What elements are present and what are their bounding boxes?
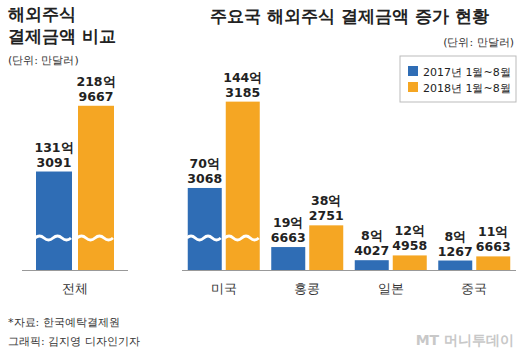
source: *자료: 한국예탁결제원 — [8, 316, 120, 329]
bar — [226, 102, 260, 270]
axis-break — [187, 236, 221, 240]
data-label: 218억9667 — [76, 74, 115, 104]
data-label: 70억3068 — [187, 156, 222, 186]
bars — [35, 106, 114, 270]
data-label-line: 12억 — [395, 223, 425, 238]
title: 해외주식 — [8, 4, 76, 24]
bar — [393, 255, 427, 270]
data-label: 11억6663 — [476, 224, 511, 254]
data-label-line: 3091 — [37, 155, 72, 170]
legend-label: 2018년 1월~8월 — [423, 82, 511, 95]
data-label: 38억2751 — [309, 193, 344, 223]
data-label-line: 9667 — [79, 89, 114, 104]
data-label-line: 8억 — [361, 228, 383, 243]
data-label-line: 6663 — [271, 230, 306, 245]
bar — [476, 256, 510, 270]
data-label-line: 11억 — [478, 224, 508, 239]
data-label-line: 131억 — [34, 140, 73, 155]
legend-label: 2017년 1월~8월 — [423, 66, 511, 79]
legend-swatch — [408, 66, 418, 76]
axis-break — [77, 236, 113, 240]
data-label: 19억6663 — [271, 215, 306, 245]
bar — [78, 106, 114, 270]
data-label-line: 2751 — [309, 208, 344, 223]
legend-swatch — [408, 82, 418, 92]
data-label-line: 6663 — [476, 239, 511, 254]
bar — [36, 172, 72, 270]
data-label-line: 144억 — [223, 70, 262, 85]
data-label: 144억3185 — [223, 70, 262, 100]
baseline — [182, 270, 516, 271]
data-label-line: 19억 — [273, 215, 303, 230]
axis-break — [225, 236, 259, 240]
bar — [438, 261, 472, 270]
chart-panel: 해외주식결제금액 비교 (단위: 만달러) 131억3091 218억9667 전체 — [8, 4, 128, 296]
data-label-line: 218억 — [76, 74, 115, 89]
bar — [188, 188, 222, 270]
data-label: 8억4027 — [354, 228, 389, 258]
category-label: 전체 — [62, 281, 88, 296]
legend-box — [400, 56, 516, 102]
watermark: MT 머니투데이 — [416, 332, 514, 348]
data-label: 131억3091 — [34, 140, 73, 170]
title: 결제금액 비교 — [8, 26, 116, 46]
data-label-line: 3185 — [225, 85, 260, 100]
data-label-line: 3068 — [187, 171, 222, 186]
data-label: 8억1267 — [438, 229, 473, 259]
category-label: 홍콩 — [294, 281, 320, 296]
data-label-line: 70억 — [190, 156, 220, 171]
axis-break — [35, 236, 71, 240]
chart-root: 해외주식결제금액 비교 (단위: 만달러) 131억3091 218억9667 전체 주요… — [0, 0, 520, 359]
data-labels: 131억3091 218억9667 — [34, 74, 115, 170]
data-label-line: 8억 — [444, 229, 466, 244]
data-label-line: 38억 — [311, 193, 341, 208]
bar — [309, 225, 343, 270]
bars — [187, 102, 511, 270]
category-label: 중국 — [461, 281, 487, 296]
data-label-line: 4027 — [354, 243, 389, 258]
category-label: 일본 — [378, 281, 404, 296]
baseline — [22, 270, 128, 271]
legend: 2017년 1월~8월 2018년 1월~8월 — [400, 56, 516, 102]
bar — [355, 260, 389, 270]
subtitle: (단위: 만달러) — [8, 54, 79, 67]
data-label-line: 4958 — [392, 238, 427, 253]
category-label: 미국 — [211, 281, 237, 296]
subtitle: (단위: 만달러) — [443, 36, 514, 49]
data-label-line: 1267 — [438, 244, 473, 259]
data-label: 12억4958 — [392, 223, 427, 253]
bar — [271, 247, 305, 270]
credit: 그래픽: 김지영 디자인기자 — [8, 335, 140, 348]
chart-panel: 주요국 해외주식 결제금액 증가 현황(단위: 만달러)70억3068144억3… — [182, 6, 516, 296]
title: 주요국 해외주식 결제금액 증가 현황 — [210, 6, 489, 26]
